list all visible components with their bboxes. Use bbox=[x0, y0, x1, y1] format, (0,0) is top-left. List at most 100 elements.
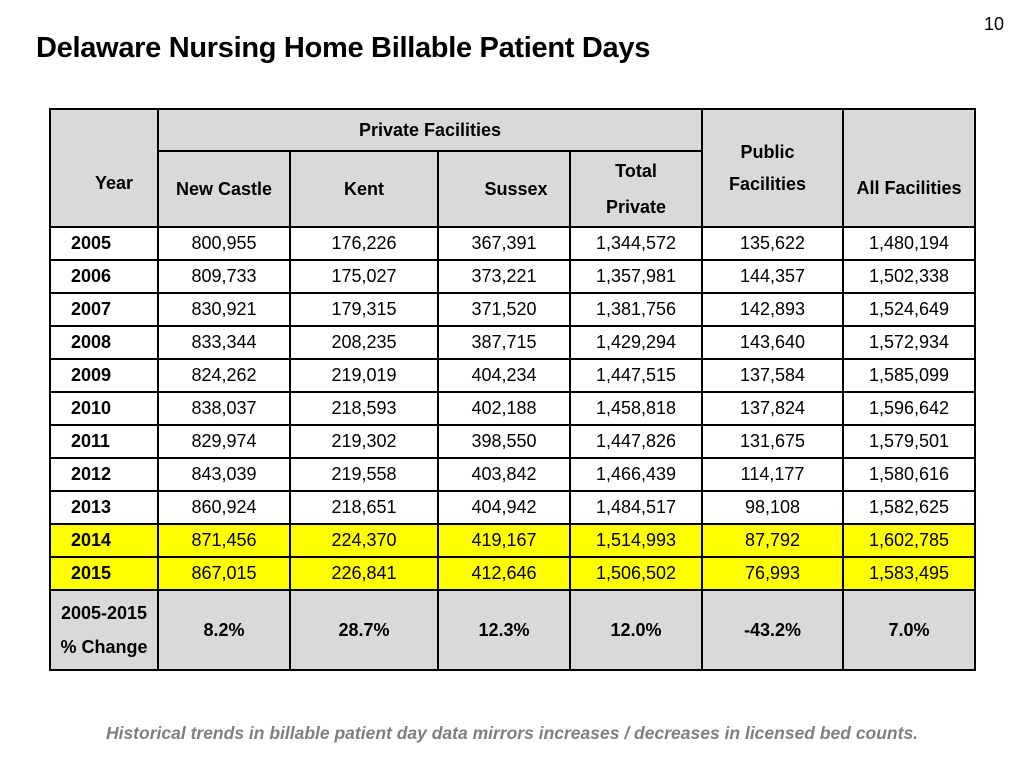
kent-header: Kent bbox=[289, 150, 439, 228]
table-row: 2009 824,262 219,019 404,234 1,447,515 137,58… bbox=[49, 358, 977, 393]
table-row: 2011 829,974 219,302 398,550 1,447,826 131,67… bbox=[49, 424, 977, 459]
new-castle-cell: 843,039 bbox=[157, 457, 291, 492]
year-header-label: Year bbox=[95, 172, 134, 193]
all-cell: 1,480,194 bbox=[842, 226, 977, 261]
year-cell: 2011 bbox=[49, 424, 159, 459]
percent-change-label: 2005-2015 % Change bbox=[49, 589, 159, 671]
page-title: Delaware Nursing Home Billable Patient D… bbox=[36, 32, 651, 64]
table-row: 2015 867,015 226,841 412,646 1,506,502 76,993… bbox=[49, 556, 977, 591]
table-row: 2013 860,924 218,651 404,942 1,484,517 98,108… bbox=[49, 490, 977, 525]
year-cell: 2015 bbox=[49, 556, 159, 591]
new-castle-cell: 800,955 bbox=[157, 226, 291, 261]
kent-change-cell: 28.7% bbox=[289, 589, 439, 671]
kent-cell: 218,651 bbox=[289, 490, 439, 525]
sussex-cell: 402,188 bbox=[437, 391, 571, 426]
public-cell: 142,893 bbox=[701, 292, 845, 327]
header-row-2: New Castle Kent Sussex Total Private bbox=[50, 150, 975, 228]
total-private-cell: 1,381,756 bbox=[568, 292, 704, 327]
public-cell: 87,792 bbox=[701, 523, 845, 558]
year-cell: 2010 bbox=[49, 391, 159, 426]
public-facilities-header: Public Facilities bbox=[701, 108, 845, 228]
total-private-cell: 1,447,826 bbox=[568, 424, 704, 459]
total-private-cell: 1,506,502 bbox=[568, 556, 704, 591]
patient-days-table: Year Private Facilities Public Facilitie… bbox=[49, 108, 977, 671]
table-row: 2010 838,037 218,593 402,188 1,458,818 137,82… bbox=[49, 391, 977, 426]
total-private-cell: 1,447,515 bbox=[568, 358, 704, 393]
kent-cell: 208,235 bbox=[289, 325, 439, 360]
year-cell: 2014 bbox=[49, 523, 159, 558]
new-castle-cell: 830,921 bbox=[157, 292, 291, 327]
total-private-cell: 1,429,294 bbox=[568, 325, 704, 360]
page-number: 10 bbox=[983, 14, 1004, 34]
new-castle-cell: 838,037 bbox=[157, 391, 291, 426]
sussex-cell: 398,550 bbox=[437, 424, 571, 459]
year-cell: 2009 bbox=[49, 358, 159, 393]
header-row-1: Year Private Facilities Public Facilitie… bbox=[49, 108, 977, 228]
public-cell: 114,177 bbox=[701, 457, 845, 492]
public-cell: 131,675 bbox=[701, 424, 845, 459]
table-row: 2005 800,955 176,226 367,391 1,344,572 135,62… bbox=[49, 226, 977, 261]
sussex-cell: 373,221 bbox=[437, 259, 571, 294]
new-castle-cell: 829,974 bbox=[157, 424, 291, 459]
all-cell: 1,583,495 bbox=[842, 556, 977, 591]
all-cell: 1,502,338 bbox=[842, 259, 977, 294]
all-cell: 1,602,785 bbox=[842, 523, 977, 558]
year-cell: 2007 bbox=[49, 292, 159, 327]
all-cell: 1,579,501 bbox=[842, 424, 977, 459]
sussex-cell: 404,942 bbox=[437, 490, 571, 525]
all-cell: 1,585,099 bbox=[842, 358, 977, 393]
table-row: 2008 833,344 208,235 387,715 1,429,294 143,64… bbox=[49, 325, 977, 360]
public-cell: 135,622 bbox=[701, 226, 845, 261]
public-change-cell: -43.2% bbox=[701, 589, 845, 671]
percent-change-row: 2005-2015 % Change 8.2% 28.7% 12.3% 12.0% -43.… bbox=[49, 589, 977, 671]
year-header: Year bbox=[49, 108, 159, 228]
kent-cell: 226,841 bbox=[289, 556, 439, 591]
public-cell: 137,824 bbox=[701, 391, 845, 426]
year-cell: 2005 bbox=[49, 226, 159, 261]
percent-change-label-line1: 2005-2015 bbox=[60, 603, 148, 623]
all-cell: 1,596,642 bbox=[842, 391, 977, 426]
year-cell: 2013 bbox=[49, 490, 159, 525]
kent-cell: 175,027 bbox=[289, 259, 439, 294]
all-facilities-header: All Facilities bbox=[842, 108, 977, 228]
new-castle-cell: 871,456 bbox=[157, 523, 291, 558]
public-header-line2: Facilities bbox=[728, 174, 807, 194]
total-private-header: Total Private bbox=[568, 150, 704, 228]
public-header-line1: Public bbox=[740, 142, 795, 162]
new-castle-header: New Castle bbox=[157, 150, 291, 228]
all-change-cell: 7.0% bbox=[842, 589, 977, 671]
kent-cell: 176,226 bbox=[289, 226, 439, 261]
public-cell: 144,357 bbox=[701, 259, 845, 294]
kent-cell: 219,558 bbox=[289, 457, 439, 492]
new-castle-cell: 860,924 bbox=[157, 490, 291, 525]
all-cell: 1,524,649 bbox=[842, 292, 977, 327]
new-castle-cell: 867,015 bbox=[157, 556, 291, 591]
sussex-cell: 412,646 bbox=[437, 556, 571, 591]
sussex-cell: 403,842 bbox=[437, 457, 571, 492]
sussex-cell: 419,167 bbox=[437, 523, 571, 558]
table-row: 2007 830,921 179,315 371,520 1,381,756 142,89… bbox=[49, 292, 977, 327]
public-cell: 143,640 bbox=[701, 325, 845, 360]
year-cell: 2006 bbox=[49, 259, 159, 294]
new-castle-change-cell: 8.2% bbox=[157, 589, 291, 671]
new-castle-cell: 824,262 bbox=[157, 358, 291, 393]
kent-cell: 224,370 bbox=[289, 523, 439, 558]
total-private-change-cell: 12.0% bbox=[568, 589, 704, 671]
all-cell: 1,580,616 bbox=[842, 457, 977, 492]
total-private-cell: 1,466,439 bbox=[568, 457, 704, 492]
all-cell: 1,582,625 bbox=[842, 490, 977, 525]
sussex-change-cell: 12.3% bbox=[437, 589, 571, 671]
footnote: Historical trends in billable patient da… bbox=[105, 723, 919, 743]
kent-cell: 179,315 bbox=[289, 292, 439, 327]
kent-cell: 219,302 bbox=[289, 424, 439, 459]
new-castle-cell: 809,733 bbox=[157, 259, 291, 294]
kent-cell: 218,593 bbox=[289, 391, 439, 426]
public-cell: 98,108 bbox=[701, 490, 845, 525]
total-private-header-line1: Total bbox=[615, 161, 657, 181]
sussex-header: Sussex bbox=[437, 150, 571, 228]
table-row: 2012 843,039 219,558 403,842 1,466,439 114,17… bbox=[49, 457, 977, 492]
table-row: 2006 809,733 175,027 373,221 1,357,981 144,35… bbox=[49, 259, 977, 294]
sussex-cell: 387,715 bbox=[437, 325, 571, 360]
percent-change-label-line2: % Change bbox=[60, 637, 148, 657]
total-private-cell: 1,514,993 bbox=[568, 523, 704, 558]
